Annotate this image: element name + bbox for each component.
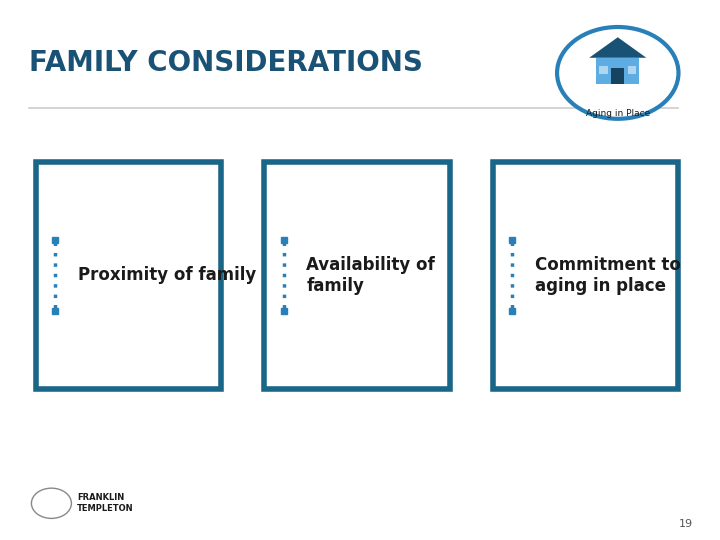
FancyBboxPatch shape xyxy=(611,68,624,84)
Polygon shape xyxy=(589,37,647,58)
Text: Availability of
family: Availability of family xyxy=(307,256,435,295)
Text: Commitment to
aging in place: Commitment to aging in place xyxy=(535,256,681,295)
Circle shape xyxy=(557,27,678,119)
Text: 19: 19 xyxy=(679,519,693,529)
Text: FRANKLIN: FRANKLIN xyxy=(77,494,125,502)
FancyBboxPatch shape xyxy=(36,162,221,389)
FancyBboxPatch shape xyxy=(492,162,678,389)
Text: TEMPLETON: TEMPLETON xyxy=(77,504,134,513)
FancyBboxPatch shape xyxy=(264,162,450,389)
FancyBboxPatch shape xyxy=(628,66,636,74)
FancyBboxPatch shape xyxy=(596,58,639,84)
Text: FAMILY CONSIDERATIONS: FAMILY CONSIDERATIONS xyxy=(29,49,423,77)
Text: Proximity of family: Proximity of family xyxy=(78,266,256,285)
Text: Aging in Place: Aging in Place xyxy=(585,109,650,118)
FancyBboxPatch shape xyxy=(599,66,608,74)
